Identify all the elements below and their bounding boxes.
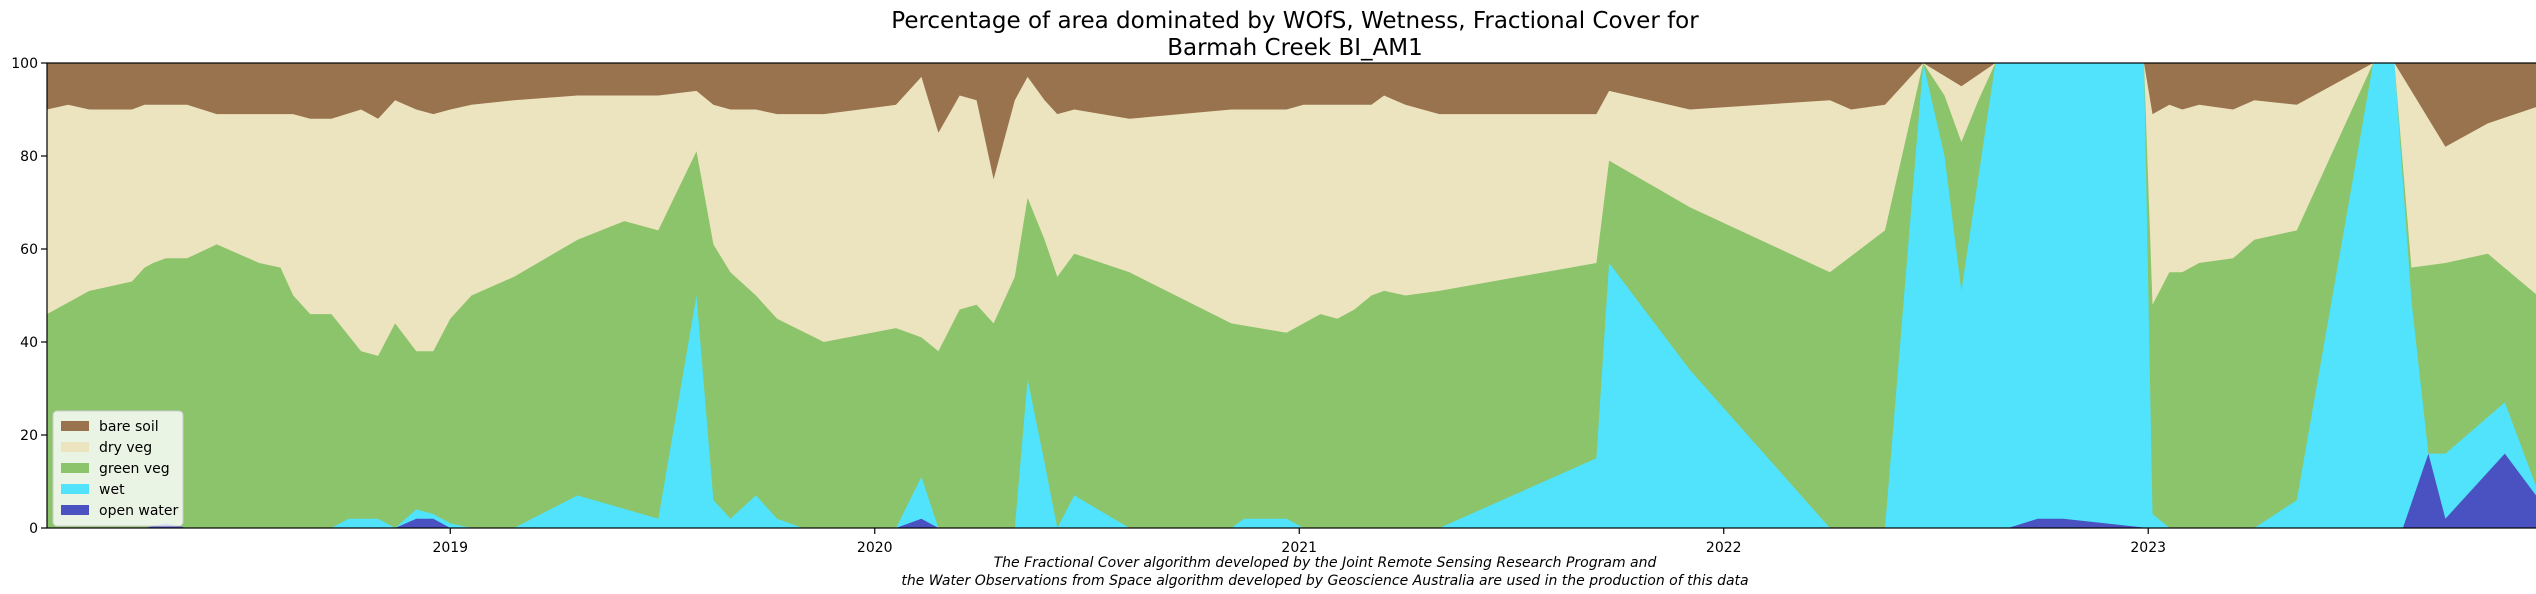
area-wet	[47, 63, 2536, 528]
legend-swatch	[61, 463, 89, 473]
legend-label: green veg	[99, 461, 170, 477]
chart-title-line-2: Barmah Creek BI_AM1	[1167, 35, 1423, 61]
x-tick-label: 2021	[1281, 540, 1317, 556]
y-tick-label: 40	[20, 335, 38, 351]
x-tick-label: 2019	[432, 540, 468, 556]
legend-swatch	[61, 421, 89, 431]
y-tick-label: 60	[20, 242, 38, 258]
caption-line-2: the Water Observations from Space algori…	[901, 573, 1748, 589]
y-tick-label: 20	[20, 428, 38, 444]
legend-label: wet	[99, 482, 125, 498]
legend-label: bare soil	[99, 419, 159, 435]
legend-swatch	[61, 484, 89, 494]
y-tick-label: 100	[11, 56, 38, 72]
x-axis: 2019 2020 2021 2022 2023	[432, 528, 2166, 556]
area-layers	[47, 63, 2536, 528]
legend: bare soil dry veg green veg wet open water	[52, 410, 184, 527]
legend-box	[52, 410, 184, 527]
legend-swatch	[61, 442, 89, 452]
caption-line-1: The Fractional Cover algorithm developed…	[994, 555, 1657, 571]
x-tick-label: 2023	[2130, 540, 2166, 556]
plot-frame	[46, 62, 2536, 529]
y-tick-label: 0	[29, 521, 38, 537]
legend-label: open water	[99, 503, 179, 519]
chart-title-line-1: Percentage of area dominated by WOfS, We…	[891, 8, 1699, 34]
x-tick-label: 2020	[857, 540, 893, 556]
y-tick-label: 80	[20, 149, 38, 165]
legend-label: dry veg	[99, 440, 152, 456]
legend-swatch	[61, 505, 89, 515]
x-tick-label: 2022	[1706, 540, 1742, 556]
y-axis: 0 20 40 60 80 100	[11, 56, 47, 537]
